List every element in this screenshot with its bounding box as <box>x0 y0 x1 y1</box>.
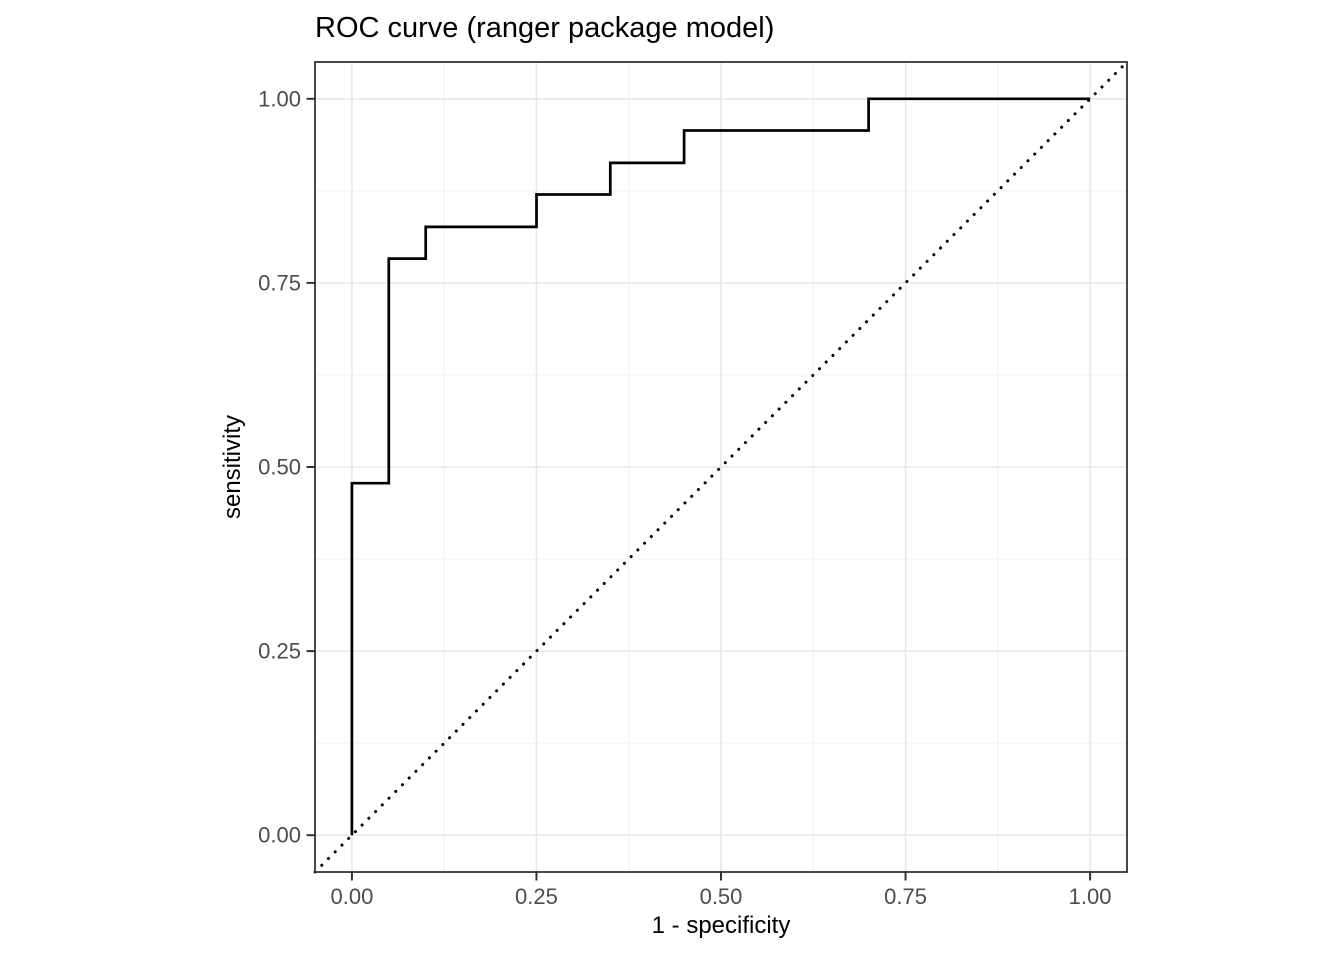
x-tick-label: 0.00 <box>330 884 373 909</box>
x-tick-label: 1.00 <box>1069 884 1112 909</box>
y-tick-label: 0.50 <box>258 455 301 480</box>
x-tick-label: 0.50 <box>700 884 743 909</box>
roc-curve-path <box>350 97 1091 836</box>
x-tick-label: 0.75 <box>884 884 927 909</box>
chance-diagonal-line <box>313 60 1129 874</box>
x-axis-title: 1 - specificity <box>651 912 791 939</box>
y-tick-label: 0.00 <box>258 823 301 848</box>
y-tick-label: 1.00 <box>258 86 301 111</box>
y-tick-label: 0.25 <box>258 639 301 664</box>
y-tick-label: 0.75 <box>258 270 301 295</box>
x-tick-label: 0.25 <box>515 884 558 909</box>
chart-title: ROC curve (ranger package model) <box>315 12 775 44</box>
